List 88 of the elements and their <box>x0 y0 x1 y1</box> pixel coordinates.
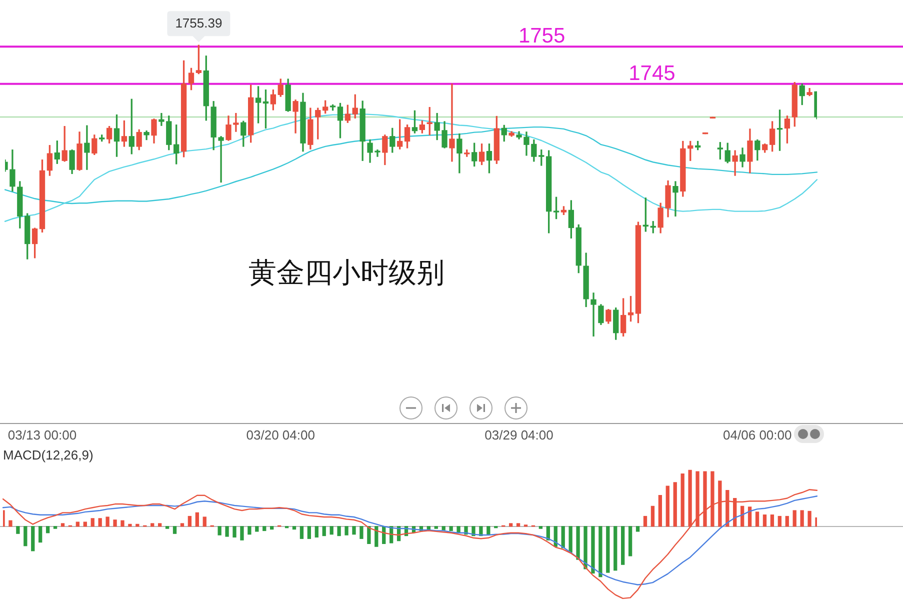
bar <box>538 526 543 529</box>
bar <box>762 514 767 527</box>
chart-title: MACD(12,26,9) <box>3 447 94 462</box>
bar <box>83 522 87 527</box>
bar <box>755 512 760 527</box>
bar <box>584 526 588 570</box>
bar <box>666 486 670 527</box>
ref-line-label: 1745 <box>628 62 676 85</box>
x-tick-label: 03/29 04:00 <box>484 427 554 442</box>
bar <box>598 526 602 578</box>
bar <box>314 526 318 538</box>
bar <box>46 526 50 534</box>
bar <box>434 526 438 529</box>
bar <box>128 524 132 527</box>
bar <box>113 520 117 527</box>
bar <box>673 482 677 527</box>
bar <box>337 526 341 536</box>
bar <box>606 526 610 573</box>
bar <box>165 526 170 529</box>
bar <box>240 526 244 540</box>
bar <box>172 526 177 534</box>
bar <box>270 526 274 530</box>
bar <box>38 526 42 543</box>
bar <box>248 526 252 535</box>
bar <box>16 526 20 534</box>
bar <box>576 526 580 560</box>
bar <box>643 516 648 527</box>
bar <box>106 516 110 527</box>
bar <box>232 526 236 538</box>
bar <box>307 526 312 539</box>
bar <box>188 516 192 527</box>
bar <box>352 526 356 535</box>
bar <box>53 526 58 529</box>
bar <box>479 526 483 536</box>
bar <box>300 526 304 539</box>
bar <box>225 526 229 537</box>
bar <box>508 523 513 527</box>
bar <box>374 526 378 547</box>
bar <box>591 526 595 574</box>
bar <box>360 526 364 539</box>
bar <box>561 526 565 548</box>
bar <box>449 526 453 532</box>
x-tick-label: 03/20 04:00 <box>246 427 315 442</box>
annotation: 1755.39 <box>175 16 222 31</box>
bar <box>621 526 625 565</box>
bar <box>456 526 460 534</box>
bar <box>255 526 259 532</box>
bar <box>658 495 662 527</box>
bar <box>180 523 184 527</box>
bar <box>31 526 35 552</box>
bar <box>150 523 154 527</box>
bar <box>98 518 102 527</box>
x-tick-label: 04/06 00:00 <box>723 427 792 442</box>
bar <box>292 526 296 530</box>
bar <box>792 510 796 527</box>
bar <box>60 523 65 527</box>
x-tick-label: 03/13 00:00 <box>8 427 77 442</box>
bar <box>442 526 446 530</box>
bar <box>158 523 162 527</box>
bar <box>8 520 12 527</box>
bar <box>136 524 140 527</box>
bar <box>344 526 348 536</box>
bar <box>650 506 655 527</box>
bar <box>680 473 684 527</box>
bar <box>76 522 80 527</box>
bar <box>808 510 812 527</box>
bar <box>568 526 572 553</box>
annotation: 黄金四小时级别 <box>248 256 444 290</box>
bar <box>24 526 28 546</box>
bar <box>614 526 618 571</box>
bar <box>322 526 326 536</box>
bar <box>120 520 124 527</box>
bar <box>426 526 430 530</box>
bar <box>195 512 199 527</box>
bar <box>516 523 520 527</box>
bar <box>628 526 632 556</box>
ref-line-label: 1755 <box>518 24 566 48</box>
bar <box>202 516 206 527</box>
bar <box>785 516 789 527</box>
bar <box>367 526 371 544</box>
bar <box>330 526 334 535</box>
bar <box>90 518 94 527</box>
bar <box>778 516 782 527</box>
bar <box>770 514 774 527</box>
bar <box>262 526 266 532</box>
bar <box>218 526 222 536</box>
bar <box>636 526 640 532</box>
bar <box>800 510 804 527</box>
